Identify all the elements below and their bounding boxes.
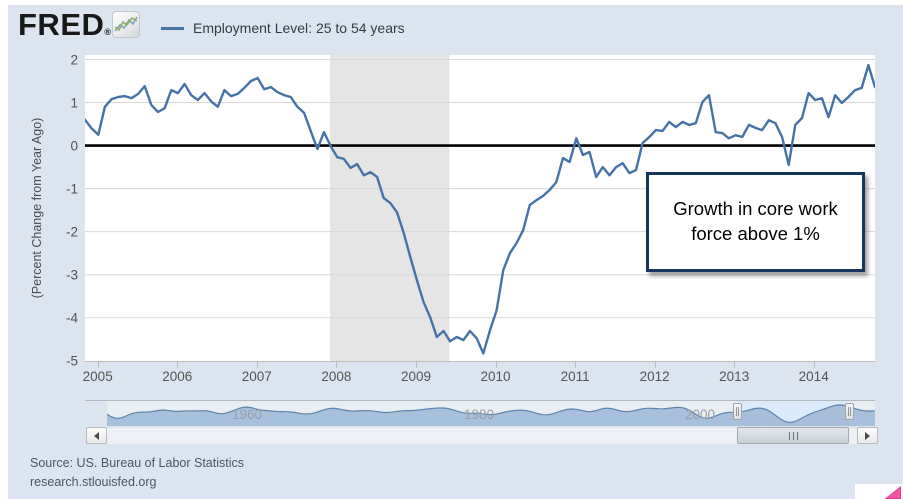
y-tick-label: -1 (65, 181, 78, 197)
x-tick-label: 2009 (400, 369, 432, 384)
x-tick-mark (495, 362, 497, 368)
x-tick-label: 2013 (719, 369, 750, 384)
x-tick-mark (336, 362, 338, 368)
navigator-line (106, 404, 875, 424)
x-tick-mark (575, 362, 577, 368)
x-tick-label: 2014 (798, 369, 829, 384)
x-tick-label: 2006 (162, 369, 193, 384)
legend-item[interactable]: Employment Level: 25 to 54 years (161, 20, 405, 36)
x-tick-label: 2012 (639, 369, 670, 384)
navigator-year-label: 1960 (231, 407, 263, 422)
x-tick-label: 2011 (560, 369, 590, 384)
scrollbar-thumb[interactable] (737, 427, 849, 444)
scrollbar-right-button[interactable] (857, 427, 878, 444)
legend-label: Employment Level: 25 to 54 years (193, 20, 405, 36)
annotation-text: Growth in core work force above 1% (673, 198, 838, 244)
navigator-year-label: 1980 (463, 407, 495, 422)
navigator-left-handle[interactable] (733, 403, 742, 420)
y-tick-label: 1 (70, 95, 78, 111)
recession-band (330, 55, 450, 362)
fred-logo-text: FRED (18, 7, 105, 42)
navigator-right-handle[interactable] (845, 403, 854, 420)
fred-logo[interactable]: FRED® (18, 7, 112, 43)
annotation-box: Growth in core work force above 1% (646, 172, 865, 272)
x-tick-label: 2008 (321, 369, 352, 384)
y-tick-label: -2 (65, 224, 78, 240)
scrollbar-left-button[interactable] (86, 427, 107, 444)
x-tick-mark (256, 362, 258, 368)
x-tick-mark (177, 362, 179, 368)
arrow-left-icon (94, 431, 99, 440)
x-tick-mark (734, 362, 736, 368)
navigator-area (107, 405, 875, 426)
x-tick-mark (654, 362, 656, 368)
fred-trademark: ® (104, 27, 112, 37)
fred-logo-icon[interactable] (112, 11, 140, 38)
x-tick-mark (97, 362, 99, 368)
navigator[interactable]: 1960 1980 2000 (106, 401, 875, 426)
source-url: research.stlouisfed.org (30, 475, 157, 489)
arrow-right-icon (865, 431, 870, 440)
y-tick-label: -3 (65, 267, 78, 283)
handle-grip-icon (736, 407, 739, 416)
y-tick-label: 2 (70, 52, 78, 68)
y-tick-label: -4 (65, 310, 78, 326)
x-tick-mark (416, 362, 417, 368)
thumb-grip-icon (788, 431, 798, 440)
source-text: Source: US. Bureau of Labor Statistics (30, 456, 244, 470)
x-tick-label: 2005 (82, 369, 113, 384)
scrollbar-track[interactable] (107, 427, 857, 444)
y-tick-label: 0 (70, 138, 78, 154)
x-tick-label: 2010 (480, 369, 511, 384)
y-tick-label: -5 (65, 353, 78, 369)
main-chart-svg (83, 55, 877, 362)
x-tick-label: 2007 (241, 369, 272, 384)
navigator-year-label: 2000 (684, 407, 716, 422)
handle-grip-icon (848, 407, 851, 416)
legend-line-swatch (161, 26, 184, 30)
navigator-top-border (85, 400, 875, 401)
employment-series-line (83, 63, 877, 355)
navigator-svg (106, 401, 875, 426)
pink-corner-mark (884, 485, 903, 499)
sparkline-icon (114, 16, 138, 32)
x-tick-mark (813, 362, 815, 368)
